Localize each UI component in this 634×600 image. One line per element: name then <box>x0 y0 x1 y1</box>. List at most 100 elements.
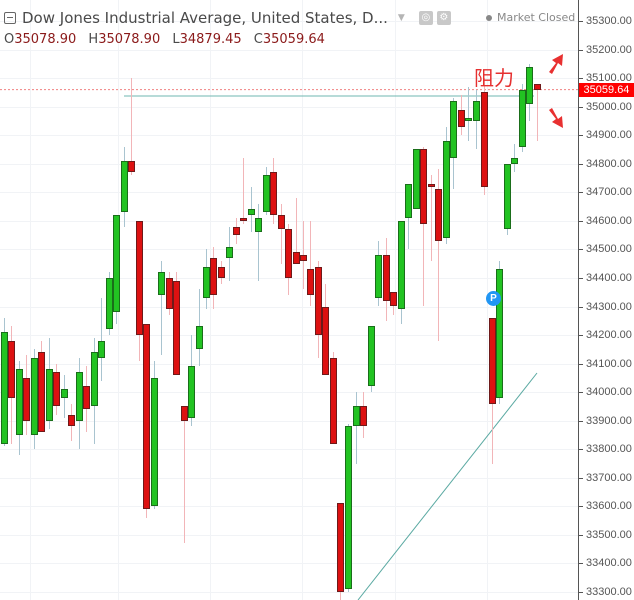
arrow-up-icon[interactable] <box>546 52 566 74</box>
candle-body <box>511 158 518 164</box>
candle-body <box>413 149 420 210</box>
close-value: 35059.64 <box>262 32 325 47</box>
axis-tick-label: 35000.00 <box>586 101 632 113</box>
axis-tick-label: 33300.00 <box>586 586 632 598</box>
candle-wick <box>258 203 259 281</box>
axis-tick-label: 33500.00 <box>586 529 632 541</box>
close-label: C <box>253 32 263 47</box>
candle-body <box>496 269 503 398</box>
candle-body <box>98 340 105 358</box>
candle-wick <box>356 392 357 464</box>
candle-wick <box>303 220 304 290</box>
axis-tick-label: 35100.00 <box>586 72 632 84</box>
grid-line-horizontal <box>0 107 578 108</box>
candle-body <box>188 366 195 418</box>
axis-tick <box>579 392 583 393</box>
axis-tick-label: 34000.00 <box>586 386 632 398</box>
candle-body <box>136 220 143 336</box>
grid-line-vertical <box>302 0 303 600</box>
axis-tick-label: 33400.00 <box>586 557 632 569</box>
candle-body <box>151 377 158 507</box>
axis-tick-label: 34800.00 <box>586 158 632 170</box>
axis-tick <box>579 249 583 250</box>
candle-body <box>337 503 344 592</box>
axis-tick <box>579 21 583 22</box>
grid-line-horizontal <box>0 392 578 393</box>
open-value: 35078.90 <box>14 32 77 47</box>
axis-tick <box>579 221 583 222</box>
dropdown-caret-icon[interactable]: ▼ <box>397 13 405 23</box>
grid-line-horizontal <box>0 135 578 136</box>
candle-wick <box>310 220 311 307</box>
grid-line-horizontal <box>0 478 578 479</box>
axis-tick <box>579 164 583 165</box>
candle-body <box>68 414 75 427</box>
axis-tick <box>579 449 583 450</box>
candle-body <box>23 377 30 421</box>
axis-tick-label: 34400.00 <box>586 272 632 284</box>
symbol-title[interactable]: Dow Jones Industrial Average, United Sta… <box>22 9 388 27</box>
candle-body <box>83 386 90 410</box>
chart-plot-area[interactable] <box>0 0 578 600</box>
grid-line-horizontal <box>0 50 578 51</box>
candle-body <box>435 189 442 241</box>
candle-wick <box>514 143 515 173</box>
grid-line-horizontal <box>0 592 578 593</box>
candle-body <box>353 406 360 427</box>
candle-body <box>322 306 329 376</box>
candle-body <box>315 266 322 336</box>
grid-line-horizontal <box>0 364 578 365</box>
price-axis[interactable]: 35300.00 35200.00 35100.00 35000.00 34900.00… <box>578 0 634 600</box>
axis-tick-label: 33900.00 <box>586 415 632 427</box>
candle-body <box>31 357 38 435</box>
candle-wick <box>131 78 132 176</box>
trend-line[interactable] <box>357 372 538 600</box>
axis-tick <box>579 421 583 422</box>
candle-body <box>519 89 526 147</box>
axis-tick <box>579 307 583 308</box>
candle-body <box>8 340 15 398</box>
market-status: Market Closed <box>486 11 575 24</box>
candle-wick <box>281 203 282 264</box>
p-badge-icon[interactable]: P <box>486 291 501 306</box>
axis-tick-label: 33600.00 <box>586 500 632 512</box>
candle-body <box>405 183 412 218</box>
candle-body <box>173 280 180 375</box>
axis-tick <box>579 78 583 79</box>
candle-body <box>166 277 173 310</box>
candle-wick <box>438 169 439 341</box>
candle-body <box>534 84 541 90</box>
candle-wick <box>296 198 297 264</box>
axis-tick <box>579 535 583 536</box>
collapse-icon[interactable] <box>4 12 16 24</box>
drawing-layer <box>0 89 578 600</box>
candle-body <box>263 175 270 213</box>
candle-body <box>300 255 307 261</box>
axis-tick <box>579 563 583 564</box>
resistance-annotation[interactable]: 阻力 <box>474 66 514 90</box>
chart-header: Dow Jones Industrial Average, United Sta… <box>0 0 578 48</box>
candle-body <box>278 215 285 230</box>
candle-body <box>248 209 255 216</box>
candle-body <box>46 369 53 421</box>
arrow-down-icon[interactable] <box>546 108 566 130</box>
axis-tick-label: 34600.00 <box>586 215 632 227</box>
axis-tick <box>579 107 583 108</box>
high-label: H <box>88 32 99 47</box>
candle-body <box>428 183 435 187</box>
candle-body <box>345 426 352 590</box>
low-label: L <box>172 32 180 47</box>
axis-tick-label: 34200.00 <box>586 329 632 341</box>
candle-body <box>489 317 496 404</box>
candle-body <box>360 406 367 427</box>
axis-tick <box>579 506 583 507</box>
candle-body <box>226 246 233 258</box>
candle-body <box>121 160 128 213</box>
candle-body <box>450 100 457 159</box>
candle-body <box>143 323 150 510</box>
eye-icon[interactable]: ◎ <box>418 11 433 25</box>
gear-icon[interactable]: ⚙ <box>436 11 451 25</box>
candle-body <box>504 163 511 230</box>
candle-body <box>390 292 397 307</box>
axis-tick-label: 34100.00 <box>586 358 632 370</box>
